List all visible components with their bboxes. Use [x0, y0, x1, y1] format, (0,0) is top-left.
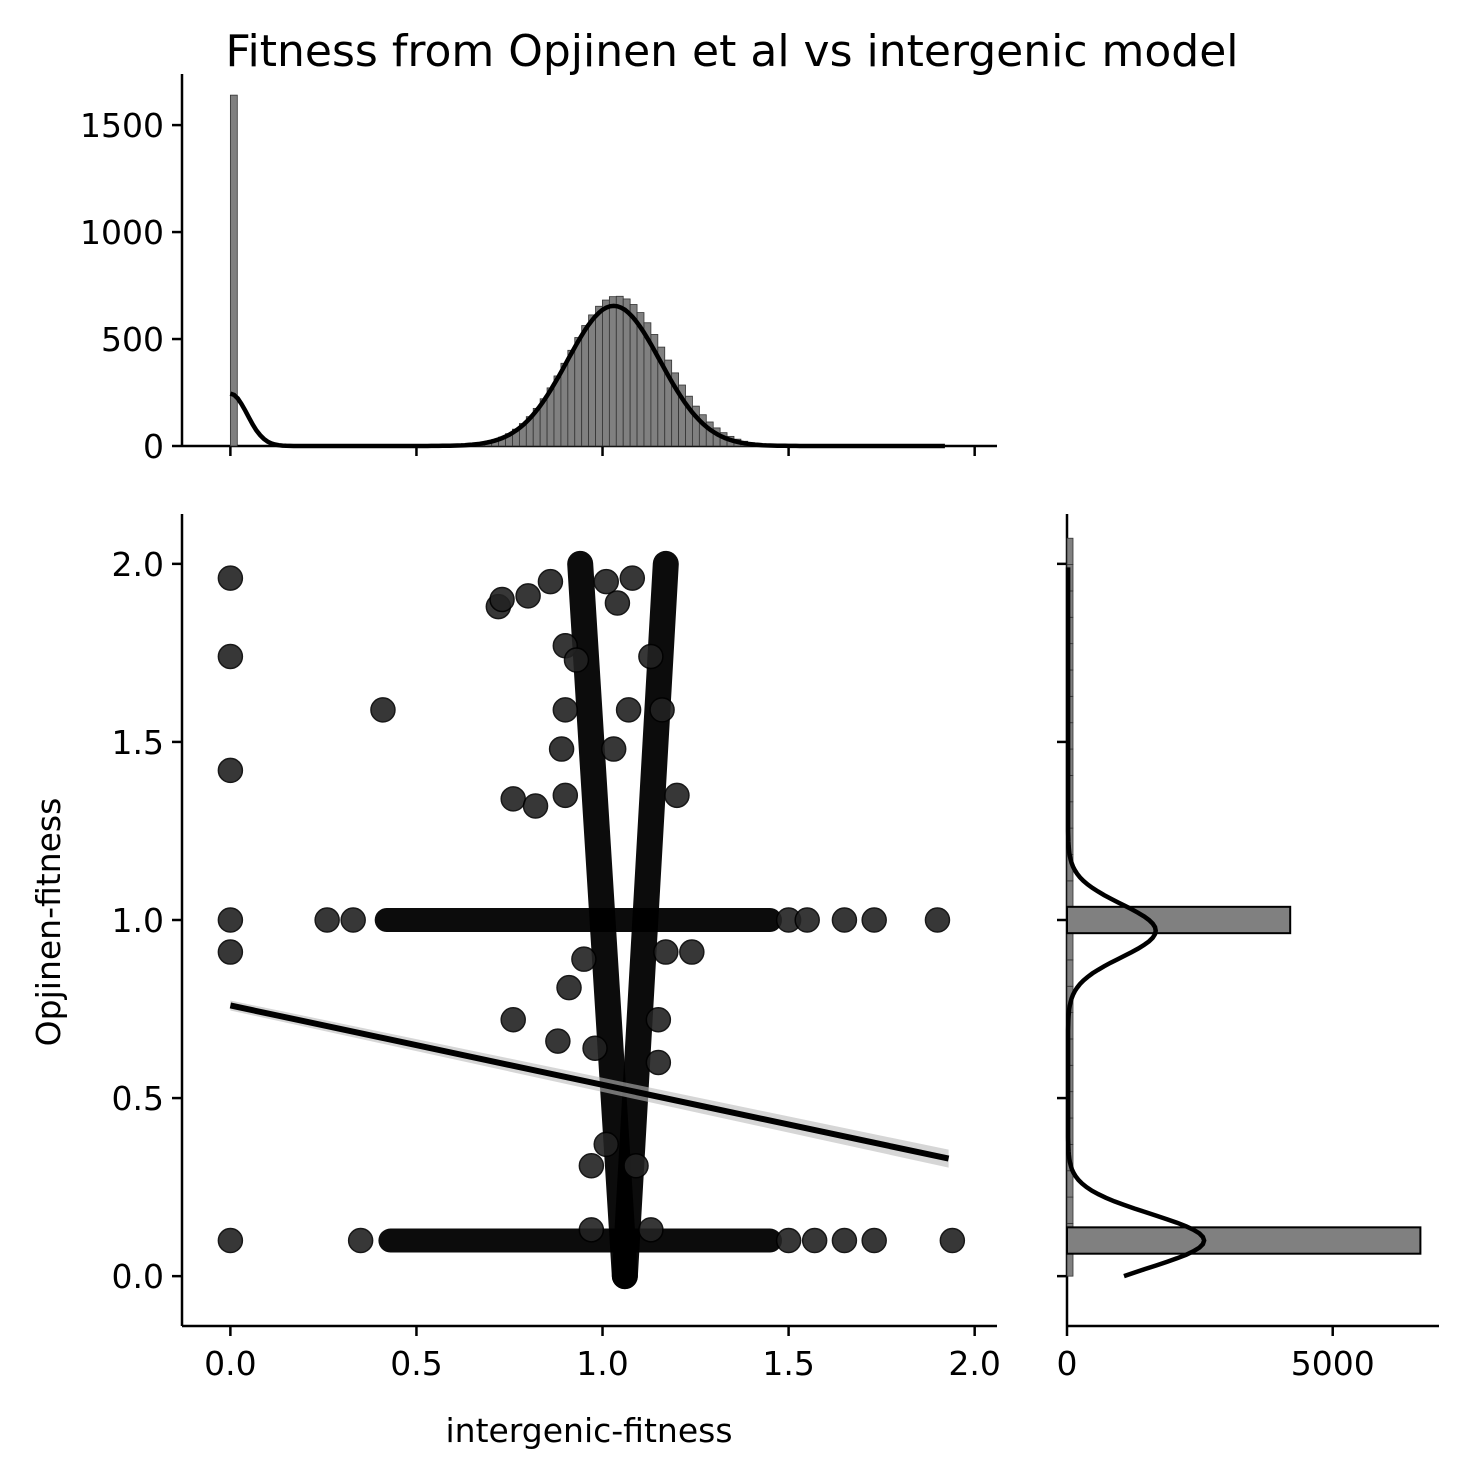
scatter-point — [775, 1227, 802, 1254]
y-axis-label: Opjinen-fitness — [29, 798, 68, 1047]
scatter-point — [861, 1227, 887, 1254]
x-tick-label: 0.5 — [390, 1344, 442, 1383]
top-histogram-bar — [581, 325, 590, 447]
right-histogram-bar — [1066, 933, 1074, 961]
top-y-tick-label: 1500 — [80, 106, 164, 145]
scatter-point — [217, 1227, 244, 1254]
scatter-point — [649, 697, 675, 723]
right-x-tick-label: 0 — [1057, 1344, 1078, 1383]
y-tick-label: 1.0 — [112, 901, 164, 940]
scatter-point — [679, 939, 705, 965]
top-histogram-bar — [622, 298, 631, 447]
scatter-point — [340, 907, 366, 933]
scatter-point — [563, 647, 590, 673]
scatter-point — [314, 907, 340, 933]
right-histogram-bar — [1066, 1196, 1074, 1224]
scatter-point — [582, 1035, 608, 1061]
scatter-point — [638, 1217, 664, 1243]
dense-point-band — [567, 550, 638, 1290]
top-y-tick-label: 0 — [143, 427, 164, 466]
scatter-point — [600, 736, 627, 762]
scatter-point — [552, 782, 579, 809]
scatter-point — [619, 565, 646, 591]
x-tick-label: 1.5 — [762, 1344, 814, 1383]
scatter-point — [831, 1227, 858, 1254]
scatter-point — [638, 643, 664, 670]
scatter-point — [578, 1217, 605, 1243]
scatter-point — [664, 782, 690, 809]
x-axis-label: intergenic-fitness — [445, 1411, 732, 1450]
scatter-point — [794, 907, 820, 933]
scatter-point — [217, 907, 244, 933]
scatter-point — [370, 697, 396, 723]
chart-title: Fitness from Opjinen et al vs intergenic… — [225, 26, 1238, 77]
scatter-point — [615, 697, 642, 723]
scatter-point — [489, 586, 515, 613]
scatter-point — [593, 1131, 619, 1158]
scatter-point — [522, 793, 549, 819]
y-tick-label: 0.5 — [112, 1079, 164, 1118]
scatter-point — [801, 1227, 828, 1254]
top-kde-curve — [229, 303, 945, 449]
scatter-point — [537, 568, 564, 595]
top-histogram-bar — [602, 299, 610, 447]
right-x-tick-label: 5000 — [1291, 1344, 1375, 1383]
scatter-point — [593, 568, 619, 595]
scatter-point — [500, 1006, 526, 1033]
x-tick-label: 2.0 — [948, 1344, 1000, 1383]
scatter-point — [217, 939, 244, 965]
top-histogram-spike — [229, 94, 238, 447]
scatter-point — [552, 697, 579, 723]
scatter-point — [861, 907, 887, 933]
right-histogram-bar — [1066, 1226, 1422, 1255]
top-histogram-bar — [595, 305, 603, 447]
scatter-point — [645, 1049, 672, 1076]
right-kde-curve — [1065, 567, 1207, 1279]
scatter-point — [347, 1227, 374, 1254]
main-scatter-panel: 0.0 0.5 1.0 1.5 2.0 0.0 0.5 1.0 1.5 2.0 — [112, 514, 1001, 1383]
top-y-tick-label: 1000 — [80, 213, 164, 252]
top-histogram-bar — [567, 349, 576, 447]
scatter-point — [623, 1152, 649, 1179]
top-histogram-bar — [629, 304, 638, 447]
y-tick-label: 2.0 — [112, 545, 164, 584]
right-histogram-bar — [1066, 880, 1074, 908]
scatter-point — [515, 583, 541, 609]
right-marginal-histogram: 0 5000 — [1057, 514, 1439, 1383]
top-histogram-bar — [588, 314, 596, 447]
right-histogram-bar — [1066, 537, 1074, 565]
top-histogram-bar — [560, 362, 569, 447]
scatter-point — [645, 1006, 672, 1033]
scatter-point — [217, 757, 244, 784]
scatter-point — [578, 1152, 605, 1179]
top-histogram-bar — [615, 295, 624, 447]
scatter-point — [548, 736, 575, 762]
regression-line — [229, 1002, 950, 1162]
scatter-point — [831, 907, 858, 933]
right-histogram-bar — [1066, 959, 1074, 987]
x-tick-label: 0.0 — [204, 1344, 256, 1383]
y-tick-label: 0.0 — [112, 1257, 164, 1296]
scatter-point — [545, 1028, 571, 1054]
scatter-point — [556, 974, 582, 1001]
scatter-point — [924, 907, 951, 933]
scatter-point — [939, 1227, 966, 1254]
scatter-point — [604, 590, 631, 616]
scatter-point — [653, 939, 679, 965]
right-histogram-bar — [1066, 905, 1292, 935]
scatter-point — [217, 565, 244, 591]
x-tick-label: 1.0 — [576, 1344, 628, 1383]
scatter-point — [571, 946, 597, 972]
scatter-point — [500, 786, 526, 812]
top-histogram-bar — [574, 337, 583, 447]
top-marginal-histogram: 0 500 1000 1500 — [80, 74, 997, 466]
scatter-point — [217, 643, 244, 670]
y-tick-label: 1.5 — [112, 723, 164, 762]
top-y-tick-label: 500 — [101, 320, 164, 359]
top-histogram-bar — [608, 296, 617, 447]
